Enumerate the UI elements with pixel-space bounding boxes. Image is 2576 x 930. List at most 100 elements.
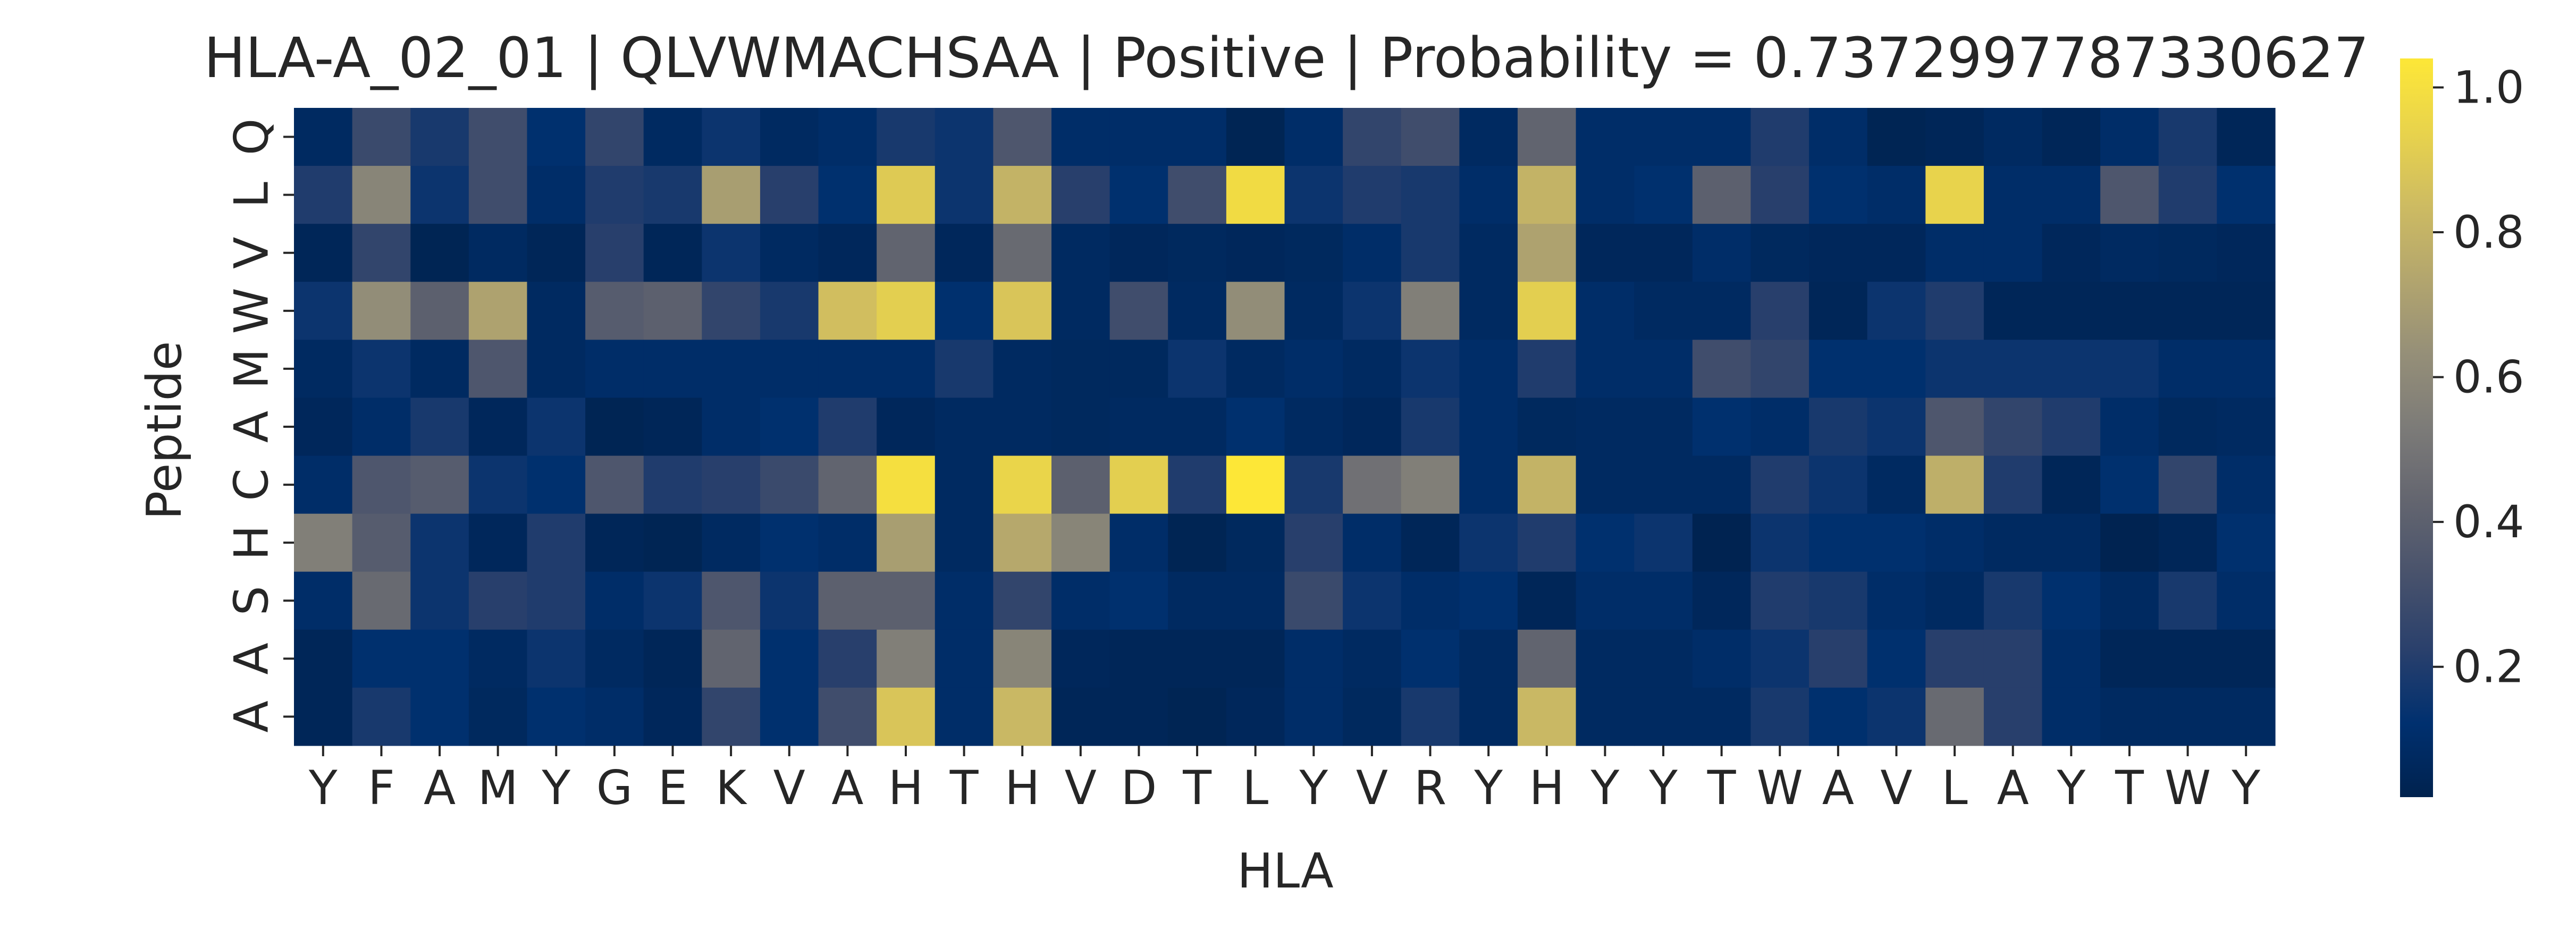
- heatmap-cell: [1517, 513, 1577, 572]
- heatmap-cell: [993, 282, 1052, 340]
- heatmap-cell: [1692, 513, 1752, 572]
- heatmap-cell: [527, 340, 586, 399]
- heatmap-cell: [352, 687, 411, 746]
- heatmap-cell: [2042, 224, 2101, 282]
- heatmap-cell: [1867, 398, 1926, 456]
- heatmap-cell: [2217, 687, 2276, 746]
- heatmap-cell: [410, 166, 469, 224]
- heatmap-cell: [585, 687, 644, 746]
- heatmap-cell: [643, 455, 702, 514]
- heatmap-cell: [1925, 571, 1984, 630]
- heatmap-cell: [935, 340, 994, 399]
- heatmap-cell: [1284, 166, 1343, 224]
- heatmap-cell: [1051, 108, 1110, 166]
- heatmap-cell: [2042, 340, 2101, 399]
- heatmap-cell: [1809, 108, 1868, 166]
- heatmap-cell: [1983, 629, 2043, 688]
- heatmap-cell: [1168, 224, 1227, 282]
- colorbar-gradient: [2400, 58, 2433, 797]
- heatmap-cell: [2042, 282, 2101, 340]
- heatmap-cell: [1983, 340, 2043, 399]
- heatmap-cell: [2158, 455, 2217, 514]
- heatmap-cell: [1109, 282, 1168, 340]
- heatmap-cell: [818, 224, 877, 282]
- heatmap-cell: [410, 687, 469, 746]
- heatmap-cell: [468, 340, 528, 399]
- heatmap-cell: [352, 629, 411, 688]
- heatmap-cell: [993, 108, 1052, 166]
- heatmap-cell: [294, 571, 353, 630]
- heatmap-cell: [1867, 455, 1926, 514]
- heatmap-cell: [1983, 398, 2043, 456]
- heatmap-cell: [1867, 687, 1926, 746]
- heatmap-cell: [1692, 398, 1752, 456]
- heatmap-cell: [935, 224, 994, 282]
- x-tick-label: Y: [541, 760, 570, 815]
- heatmap-cell: [1867, 629, 1926, 688]
- heatmap-cell: [2042, 166, 2101, 224]
- heatmap-cell: [1983, 282, 2043, 340]
- heatmap-cell: [410, 340, 469, 399]
- x-tick-label: F: [368, 760, 395, 815]
- heatmap-cell: [1401, 513, 1460, 572]
- y-axis-label: Peptide: [137, 341, 192, 520]
- x-tick-label: V: [1065, 760, 1097, 815]
- x-tick-label: W: [1757, 760, 1803, 815]
- heatmap-cell: [527, 224, 586, 282]
- heatmap-cell: [1576, 513, 1635, 572]
- heatmap-cell: [1343, 571, 1402, 630]
- heatmap-cell: [702, 571, 761, 630]
- heatmap-cell: [2158, 629, 2217, 688]
- heatmap-cell: [1750, 108, 1809, 166]
- heatmap-cell: [585, 571, 644, 630]
- heatmap-cell: [1692, 571, 1752, 630]
- heatmap-cell: [1051, 340, 1110, 399]
- heatmap-cell: [2217, 398, 2276, 456]
- x-tick-label: Y: [2056, 760, 2085, 815]
- heatmap-cell: [1051, 513, 1110, 572]
- heatmap-cell: [1343, 455, 1402, 514]
- heatmap-cell: [643, 282, 702, 340]
- heatmap-cell: [585, 108, 644, 166]
- colorbar-tick-label: 0.2: [2453, 641, 2524, 693]
- heatmap-cell: [2217, 224, 2276, 282]
- heatmap-cell: [1343, 224, 1402, 282]
- heatmap-cell: [1634, 108, 1693, 166]
- heatmap-cell: [294, 629, 353, 688]
- heatmap-cell: [352, 224, 411, 282]
- heatmap-cell: [818, 166, 877, 224]
- heatmap-cell: [2100, 166, 2159, 224]
- heatmap-cells: [294, 108, 2276, 746]
- x-tick-label: V: [1356, 760, 1388, 815]
- heatmap-cell: [1459, 224, 1518, 282]
- heatmap-cell: [877, 108, 936, 166]
- x-tick-label: Y: [1648, 760, 1678, 815]
- heatmap-cell: [1284, 224, 1343, 282]
- heatmap-cell: [294, 166, 353, 224]
- colorbar-tick-label: 0.6: [2453, 351, 2524, 403]
- heatmap-cell: [935, 513, 994, 572]
- heatmap-cell: [1634, 398, 1693, 456]
- heatmap-cell: [877, 166, 936, 224]
- heatmap-cell: [1459, 571, 1518, 630]
- x-tick-label: Y: [1590, 760, 1620, 815]
- heatmap-cell: [643, 166, 702, 224]
- heatmap-cell: [2042, 687, 2101, 746]
- heatmap-cell: [1925, 340, 1984, 399]
- heatmap-cell: [2217, 455, 2276, 514]
- heatmap-cell: [760, 571, 819, 630]
- heatmap-cell: [1343, 629, 1402, 688]
- x-axis-label: HLA: [1237, 843, 1333, 899]
- heatmap-cell: [1168, 687, 1227, 746]
- heatmap-cell: [1401, 687, 1460, 746]
- heatmap-cell: [818, 108, 877, 166]
- heatmap-cell: [1634, 166, 1693, 224]
- x-tick-label: T: [1182, 760, 1212, 815]
- heatmap-cell: [2217, 571, 2276, 630]
- colorbar-tick-label: 0.8: [2453, 206, 2524, 258]
- heatmap-cell: [935, 571, 994, 630]
- heatmap-cell: [294, 513, 353, 572]
- x-tick-label: M: [478, 760, 518, 815]
- heatmap-cell: [1634, 340, 1693, 399]
- x-tick-label: L: [1942, 760, 1968, 815]
